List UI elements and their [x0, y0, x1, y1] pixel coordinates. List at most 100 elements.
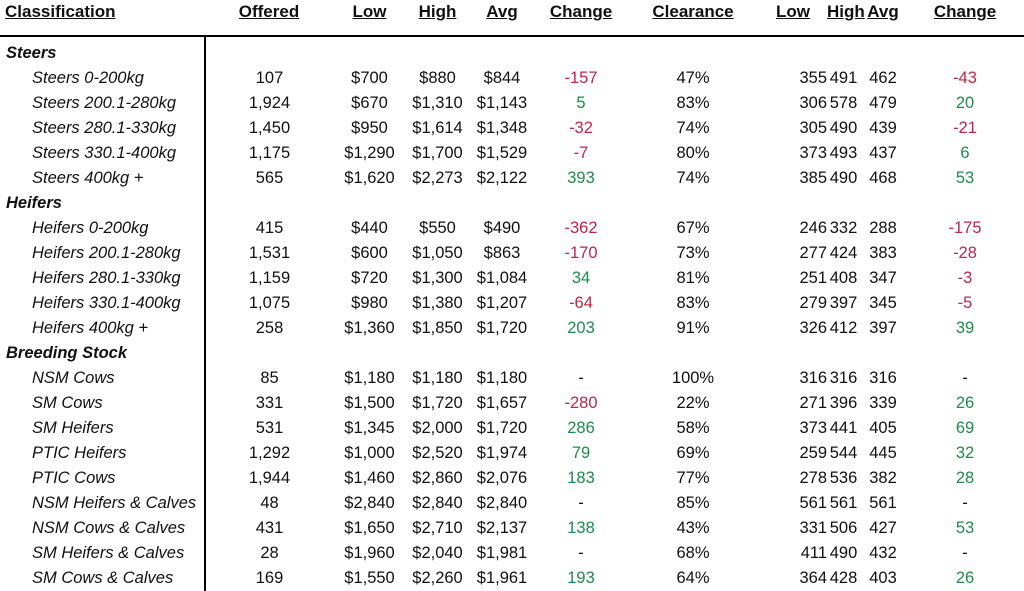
- clearance-cell: 77%: [676, 469, 710, 487]
- change-cents-cell: 26: [955, 569, 975, 587]
- offered-cell: 258: [255, 319, 284, 337]
- low-cents-cell: 277: [799, 244, 827, 262]
- change-price-cell: -7: [573, 144, 589, 162]
- high-price-cell: $2,040: [412, 544, 463, 562]
- table-row: SM Heifers 531 $1,345 $2,000 $1,720 286 58% 373…: [0, 416, 1024, 441]
- high-price-cell: $550: [419, 219, 456, 237]
- offered-cell: 107: [255, 69, 284, 87]
- low-cents-cell: 364: [799, 569, 827, 587]
- empty-cell: [906, 36, 1024, 66]
- change-price-cell: -157: [564, 69, 598, 87]
- classification-cell: Heifers 200.1-280kg: [0, 241, 206, 266]
- change-cents-cell: -: [962, 494, 968, 512]
- change-cents-cell: 26: [955, 394, 975, 412]
- high-price-cell: $1,300: [412, 269, 463, 287]
- offered-cell: 565: [255, 169, 284, 187]
- change-cents-cell: 20: [955, 94, 975, 112]
- low-price-cell: $980: [351, 294, 388, 312]
- empty-cell: [406, 191, 469, 216]
- avg-price-cell: $1,143: [476, 94, 528, 112]
- avg-cents-cell: 339: [869, 394, 897, 412]
- header-clearance: Clearance: [652, 2, 734, 21]
- empty-cell: [627, 36, 759, 66]
- change-cents-cell: 39: [955, 319, 975, 337]
- offered-cell: 1,075: [248, 294, 291, 312]
- header-low-price: Low: [352, 2, 387, 21]
- low-price-cell: $1,360: [344, 319, 395, 337]
- avg-price-cell: $1,529: [476, 144, 528, 162]
- offered-cell: 1,944: [248, 469, 291, 487]
- avg-cents-cell: 437: [869, 144, 897, 162]
- high-cents-cell: 490: [829, 169, 858, 187]
- table-row: Heifers 280.1-330kg 1,159 $720 $1,300 $1,084…: [0, 266, 1024, 291]
- empty-cell: [469, 341, 535, 366]
- table-row: SM Heifers & Calves 28 $1,960 $2,040 $1,981 -…: [0, 541, 1024, 566]
- change-price-cell: 138: [567, 519, 595, 537]
- empty-cell: [860, 191, 906, 216]
- high-cents-cell: 424: [829, 244, 858, 262]
- avg-price-cell: $1,207: [476, 294, 528, 312]
- avg-cents-cell: 345: [869, 294, 897, 312]
- avg-price-cell: $1,348: [476, 119, 528, 137]
- empty-cell: [205, 341, 333, 366]
- high-cents-cell: 412: [829, 319, 858, 337]
- avg-cents-cell: 445: [869, 444, 897, 462]
- avg-price-cell: $2,122: [476, 169, 528, 187]
- table-row: Steers 400kg + 565 $1,620 $2,273 $2,122 393 74…: [0, 166, 1024, 191]
- high-cents-cell: 490: [829, 119, 858, 137]
- table-row: PTIC Heifers 1,292 $1,000 $2,520 $1,974 79 69%…: [0, 441, 1024, 466]
- classification-cell: PTIC Cows: [0, 466, 206, 491]
- classification-cell: Heifers 330.1-400kg: [0, 291, 206, 316]
- avg-price-cell: $1,720: [476, 319, 528, 337]
- low-price-cell: $1,460: [344, 469, 395, 487]
- table-row: Steers 330.1-400kg 1,175 $1,290 $1,700 $1,52…: [0, 141, 1024, 166]
- low-cents-cell: 246: [799, 219, 827, 237]
- empty-cell: [827, 341, 860, 366]
- empty-cell: [627, 341, 759, 366]
- high-price-cell: $1,180: [412, 369, 463, 387]
- low-cents-cell: 259: [799, 444, 827, 462]
- high-cents-cell: 441: [829, 419, 858, 437]
- avg-price-cell: $1,180: [476, 369, 528, 387]
- classification-cell: SM Cows: [0, 391, 206, 416]
- avg-price-cell: $2,076: [476, 469, 528, 487]
- table-row: Steers 280.1-330kg 1,450 $950 $1,614 $1,348 -…: [0, 116, 1024, 141]
- high-cents-cell: 332: [829, 219, 858, 237]
- offered-cell: 1,924: [248, 94, 291, 112]
- header-change-cents: Change: [933, 2, 997, 21]
- change-cents-cell: -43: [953, 69, 977, 87]
- low-price-cell: $1,000: [344, 444, 395, 462]
- empty-cell: [759, 341, 827, 366]
- high-price-cell: $1,310: [412, 94, 463, 112]
- avg-cents-cell: 288: [869, 219, 897, 237]
- clearance-cell: 100%: [671, 369, 715, 387]
- empty-cell: [860, 341, 906, 366]
- low-cents-cell: 331: [799, 519, 827, 537]
- header-high-cents: High: [827, 2, 865, 21]
- high-cents-cell: 578: [829, 94, 858, 112]
- change-price-cell: -: [578, 494, 584, 512]
- high-price-cell: $2,260: [412, 569, 463, 587]
- table-row: PTIC Cows 1,944 $1,460 $2,860 $2,076 183 77% 27…: [0, 466, 1024, 491]
- avg-price-cell: $1,720: [476, 419, 528, 437]
- avg-price-cell: $1,657: [476, 394, 528, 412]
- header-avg-cents: Avg: [867, 2, 899, 21]
- change-price-cell: 393: [567, 169, 595, 187]
- change-cents-cell: -: [962, 369, 968, 387]
- table-row: Heifers 330.1-400kg 1,075 $980 $1,380 $1,207…: [0, 291, 1024, 316]
- avg-cents-cell: 397: [869, 319, 897, 337]
- low-cents-cell: 385: [799, 169, 827, 187]
- offered-cell: 1,450: [248, 119, 291, 137]
- offered-cell: 1,159: [248, 269, 291, 287]
- low-cents-cell: 306: [799, 94, 827, 112]
- change-cents-cell: 53: [955, 169, 975, 187]
- low-cents-cell: 561: [799, 494, 827, 512]
- change-cents-cell: -175: [948, 219, 982, 237]
- table-row: NSM Cows 85 $1,180 $1,180 $1,180-100% 316 316 3…: [0, 366, 1024, 391]
- low-price-cell: $1,960: [344, 544, 395, 562]
- header-row: Classification Offered Low High Avg Chan…: [0, 0, 1024, 36]
- table-row: Steers 0-200kg 107 $700 $880 $844 -157 47% 355 4…: [0, 66, 1024, 91]
- offered-cell: 331: [255, 394, 284, 412]
- empty-cell: [906, 191, 1024, 216]
- clearance-cell: 69%: [676, 444, 710, 462]
